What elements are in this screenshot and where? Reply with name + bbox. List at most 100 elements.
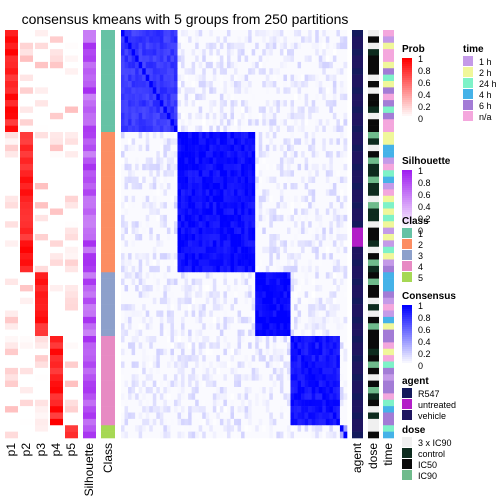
- consensus-cell: [202, 431, 207, 439]
- consensus-cell: [237, 304, 242, 311]
- consensus-cell: [159, 49, 164, 56]
- consensus-cell: [223, 336, 228, 343]
- consensus-cell: [265, 431, 270, 439]
- consensus-cell: [311, 431, 316, 439]
- prob-cell-p1: [5, 61, 18, 69]
- silhouette-cell: [83, 227, 96, 235]
- consensus-cell: [173, 406, 178, 413]
- consensus-cell: [286, 393, 291, 401]
- consensus-cell: [124, 387, 129, 394]
- consensus-cell: [135, 399, 139, 407]
- silhouette-legend-gradient-step: [402, 202, 412, 205]
- consensus-cell: [279, 431, 284, 439]
- consensus-cell: [223, 355, 228, 362]
- consensus-cell: [315, 93, 320, 101]
- consensus-cell: [251, 74, 256, 82]
- consensus-cell: [244, 125, 249, 133]
- consensus-cell: [198, 355, 203, 362]
- dose-cell: [368, 412, 379, 420]
- consensus-cell: [265, 30, 270, 37]
- consensus-cell: [234, 100, 238, 107]
- consensus-cell: [248, 412, 252, 420]
- consensus-cell: [283, 36, 288, 44]
- class-cell: [101, 176, 115, 184]
- consensus-cell: [163, 380, 168, 388]
- dose-cell: [368, 291, 379, 299]
- consensus-cell: [283, 304, 288, 311]
- consensus-cell: [265, 310, 270, 318]
- consensus-cell: [332, 304, 337, 311]
- consensus-cell: [237, 202, 242, 209]
- consensus-cell: [290, 425, 295, 432]
- consensus-cell: [297, 214, 302, 222]
- consensus-cell: [262, 246, 267, 254]
- consensus-cell: [251, 106, 256, 114]
- consensus-cell: [269, 132, 274, 139]
- consensus-cell: [269, 393, 274, 401]
- consensus-cell: [297, 61, 302, 69]
- agent-cell: [352, 297, 363, 305]
- consensus-cell: [322, 246, 327, 254]
- consensus-cell: [297, 227, 302, 235]
- consensus-cell: [258, 380, 263, 388]
- prob-cell-p1: [5, 195, 18, 203]
- consensus-cell: [145, 342, 150, 350]
- consensus-cell: [181, 144, 185, 152]
- consensus-cell: [244, 163, 249, 171]
- time-cell: [383, 297, 394, 305]
- consensus-cell: [128, 304, 132, 311]
- consensus-cell: [343, 112, 348, 120]
- consensus-cell: [343, 176, 348, 184]
- consensus-cell: [188, 202, 192, 209]
- consensus-cell: [191, 431, 196, 439]
- consensus-cell: [304, 310, 309, 318]
- consensus-cell: [311, 176, 316, 184]
- prob-cell-p3: [35, 170, 48, 177]
- consensus-cell: [308, 100, 312, 107]
- consensus-cell: [170, 418, 175, 426]
- consensus-cell: [255, 176, 260, 184]
- prob-cell-p1: [5, 93, 18, 101]
- consensus-cell: [156, 342, 161, 350]
- consensus-cell: [216, 291, 221, 299]
- consensus-cell: [202, 36, 207, 44]
- consensus-cell: [336, 61, 341, 69]
- consensus-cell: [205, 259, 210, 267]
- consensus-cell: [248, 246, 252, 254]
- consensus-cell: [198, 425, 203, 432]
- consensus-cell: [308, 265, 312, 273]
- consensus-cell: [318, 176, 323, 184]
- consensus-cell: [290, 272, 295, 279]
- prob-legend-gradient-step: [402, 106, 412, 109]
- consensus-cell: [318, 208, 323, 216]
- consensus-cell: [308, 374, 312, 381]
- prob-legend-gradient-step: [402, 86, 412, 89]
- consensus-cell: [258, 163, 263, 171]
- consensus-cell: [198, 61, 203, 69]
- consensus-cell: [262, 74, 267, 82]
- consensus-cell: [311, 74, 316, 82]
- consensus-cell: [152, 42, 157, 50]
- consensus-cell: [184, 412, 189, 420]
- class-cell: [101, 246, 115, 254]
- consensus-cell: [286, 163, 291, 171]
- consensus-cell: [322, 380, 327, 388]
- consensus-cell: [128, 144, 132, 152]
- silhouette-legend-gradient-step: [402, 184, 412, 187]
- consensus-cell: [322, 170, 327, 177]
- consensus-cell: [188, 144, 192, 152]
- consensus-cell: [145, 227, 150, 235]
- consensus-cell: [209, 125, 214, 133]
- consensus-cell: [166, 227, 171, 235]
- consensus-cell: [265, 195, 270, 203]
- class-cell: [101, 425, 115, 432]
- consensus-cell: [156, 316, 161, 324]
- consensus-cell: [124, 425, 129, 432]
- consensus-cell: [343, 157, 348, 165]
- consensus-cell: [121, 144, 125, 152]
- consensus-cell: [138, 36, 143, 44]
- consensus-cell: [237, 106, 242, 114]
- prob-cell-p2: [20, 374, 33, 381]
- consensus-cell: [343, 412, 348, 420]
- consensus-cell: [297, 367, 302, 375]
